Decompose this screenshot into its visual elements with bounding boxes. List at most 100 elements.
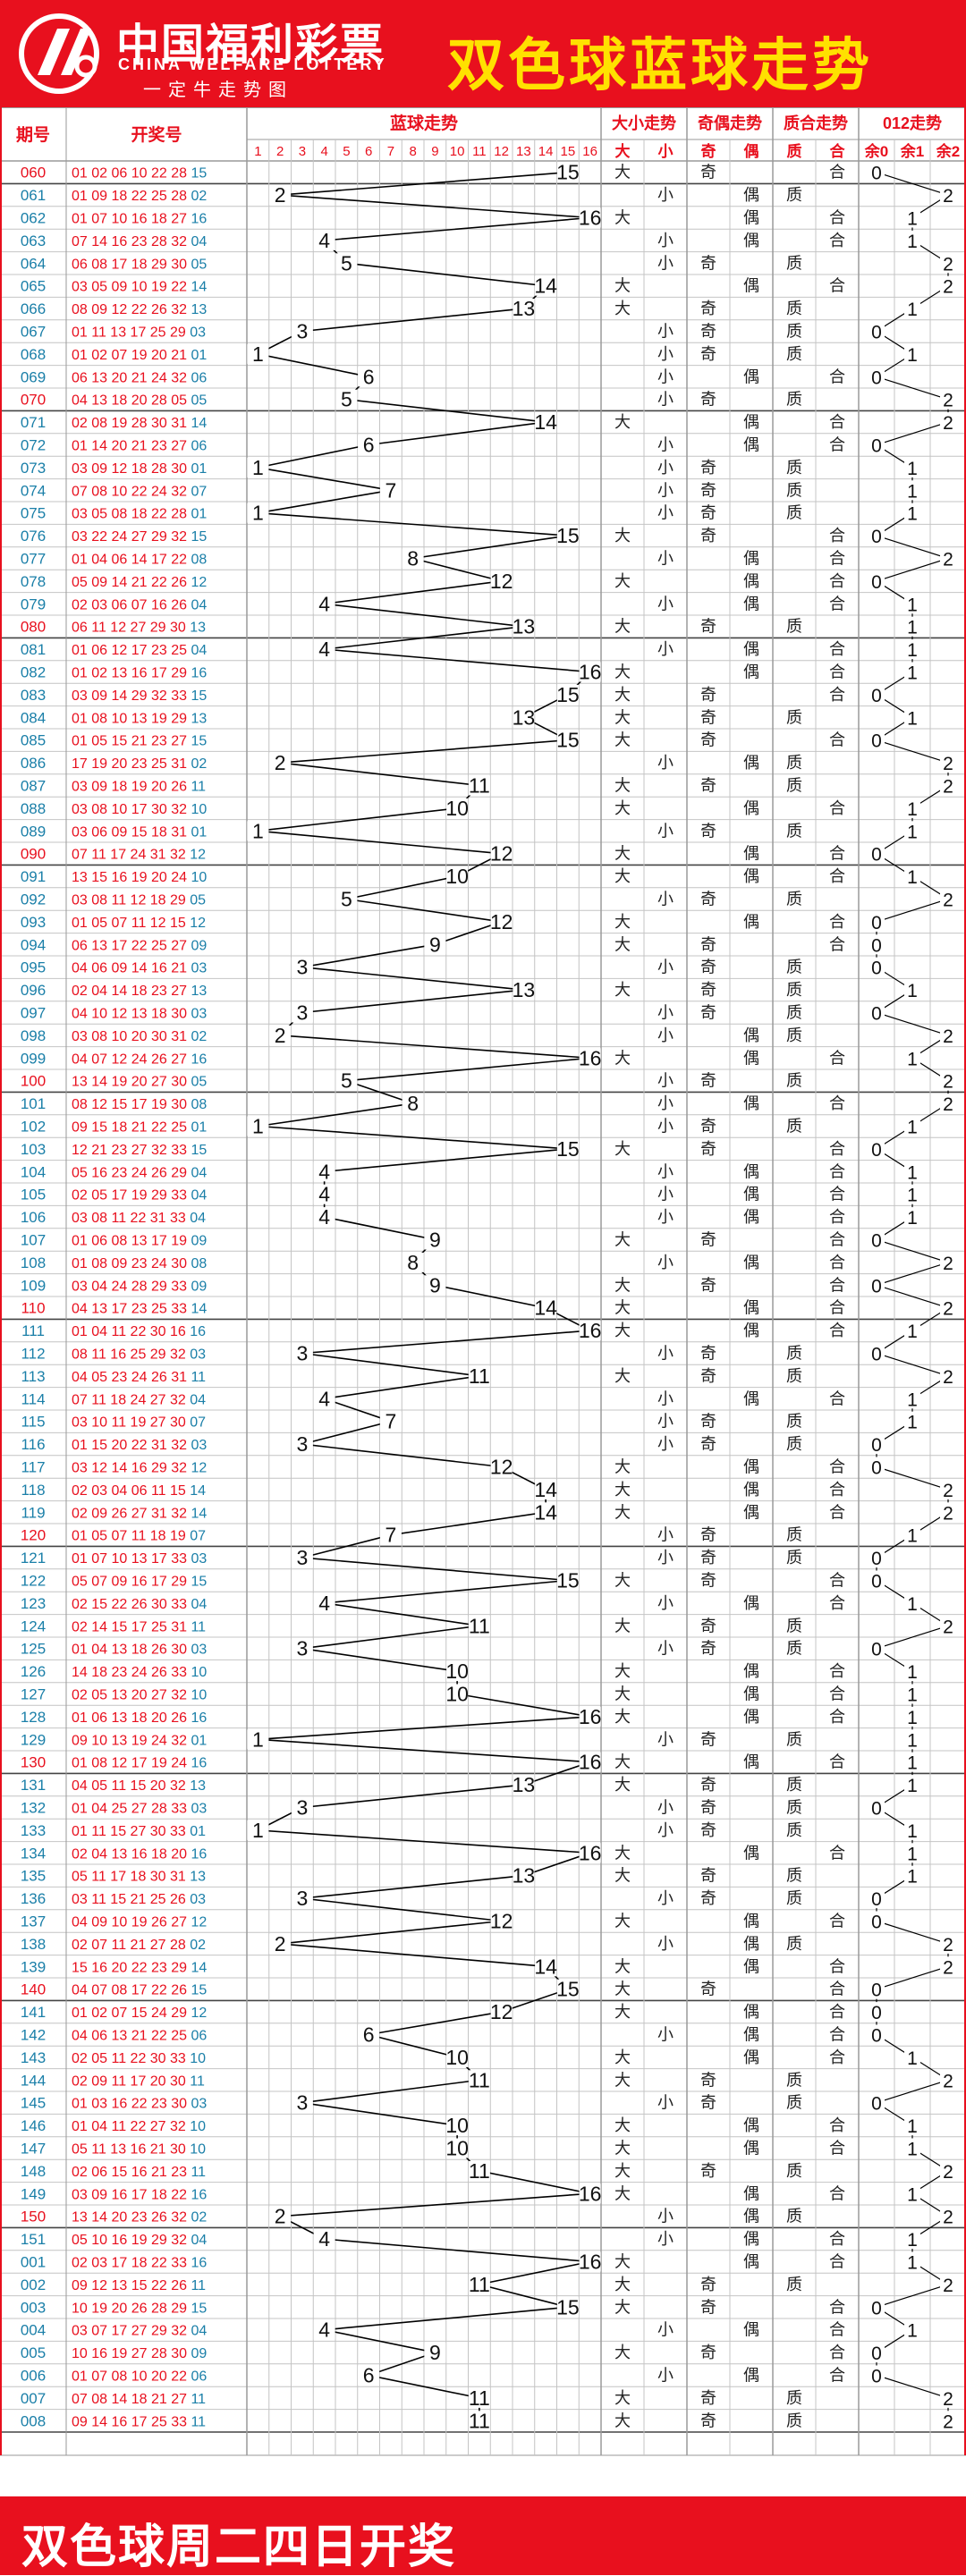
draw-numbers-cell: 08 11 16 25 29 32 03 <box>72 1347 206 1363</box>
mod3-marker: 1 <box>907 822 918 842</box>
blue-ball-marker: 16 <box>579 1751 602 1774</box>
prime-mark: 质 <box>786 1026 802 1044</box>
draw-numbers-cell: 14 18 23 24 26 33 10 <box>72 1665 207 1680</box>
size-mark: 小 <box>657 2026 674 2044</box>
draw-numbers-cell: 04 06 13 21 22 25 06 <box>72 2029 207 2044</box>
blue-ball-marker-bg <box>247 343 269 364</box>
parity-mark: 奇 <box>700 1981 716 1998</box>
period-cell: 083 <box>21 687 46 704</box>
mod3-marker: 0 <box>871 1799 882 1820</box>
mod3-marker-bg <box>869 1570 885 1591</box>
size-mark: 大 <box>614 1299 631 1317</box>
mod3-marker: 1 <box>907 2048 918 2069</box>
period-cell: 092 <box>21 891 46 908</box>
draw-numbers-cell: 01 04 11 22 30 16 16 <box>72 1324 206 1339</box>
mod3-marker: 0 <box>871 527 882 547</box>
period-cell: 067 <box>21 324 46 341</box>
draw-numbers-cell: 03 08 11 12 18 29 05 <box>72 893 206 908</box>
period-cell: 136 <box>21 1890 46 1907</box>
mod3-marker-bg <box>940 1252 956 1272</box>
period-cell: 087 <box>21 778 46 795</box>
parity-mark: 奇 <box>700 1572 716 1590</box>
size-mark: 小 <box>657 459 674 477</box>
period-cell: 107 <box>21 1232 46 1249</box>
mod3-marker-bg <box>904 480 920 501</box>
blue-ball-marker-bg <box>556 684 579 705</box>
blue-ball-marker: 4 <box>318 638 330 661</box>
mod3-marker-bg <box>869 435 885 455</box>
period-cell: 096 <box>21 982 46 999</box>
mod3-marker-bg <box>869 1275 885 1296</box>
blue-ball-marker-bg <box>446 2047 469 2067</box>
prime-mark: 质 <box>786 1640 802 1658</box>
period-cell: 119 <box>21 1504 45 1521</box>
parity-mark: 偶 <box>743 1049 759 1067</box>
prime-mark: 质 <box>786 1367 802 1385</box>
blue-tick-label: 5 <box>343 144 350 159</box>
period-cell: 112 <box>21 1346 45 1363</box>
prime-mark: 合 <box>829 2344 845 2361</box>
mod3-marker-bg <box>869 1457 885 1477</box>
prime-mark: 合 <box>829 2253 845 2271</box>
prime-mark: 质 <box>786 708 802 726</box>
blue-ball-marker: 11 <box>469 1614 490 1637</box>
blue-ball-marker: 2 <box>275 1932 286 1955</box>
size-mark: 小 <box>657 2367 674 2385</box>
prime-mark: 合 <box>829 2048 845 2066</box>
draw-numbers-cell: 01 02 06 10 22 28 15 <box>72 166 207 182</box>
blue-ball-marker: 12 <box>490 1456 513 1479</box>
parity-mark: 偶 <box>743 1662 759 1680</box>
parity-mark: 奇 <box>700 300 716 317</box>
period-cell: 064 <box>21 255 46 272</box>
size-mark: 小 <box>657 550 674 568</box>
size-mark: 大 <box>614 277 631 295</box>
prime-mark: 合 <box>829 2367 845 2385</box>
draw-numbers-cell: 02 06 15 16 21 23 11 <box>72 2165 206 2180</box>
period-cell: 003 <box>21 2299 46 2316</box>
draw-numbers-cell: 01 02 07 15 24 29 12 <box>72 2006 207 2021</box>
size-mark: 小 <box>657 2230 674 2248</box>
prime-mark: 合 <box>829 935 845 953</box>
prime-mark: 质 <box>786 1549 802 1567</box>
draw-numbers-cell: 07 11 17 24 31 32 12 <box>72 848 206 863</box>
prime-mark: 合 <box>829 1208 845 1226</box>
blue-ball-marker-bg <box>468 2387 490 2408</box>
size-mark: 大 <box>614 1572 631 1590</box>
blue-ball-marker: 10 <box>445 865 469 888</box>
size-mark: 小 <box>657 1640 674 1658</box>
draw-numbers-cell: 01 03 16 22 23 30 03 <box>72 2097 207 2112</box>
mod3-marker: 2 <box>943 413 953 434</box>
blue-ball-marker: 3 <box>296 1796 308 1820</box>
mod3-marker: 1 <box>907 232 918 252</box>
period-cell: 142 <box>21 2027 46 2044</box>
blue-ball-marker: 11 <box>469 2386 490 2410</box>
size-mark: 大 <box>614 2298 631 2316</box>
blue-ball-marker-bg <box>424 934 446 955</box>
mod3-marker-bg <box>904 1729 920 1750</box>
parity-mark: 偶 <box>743 1094 759 1112</box>
size-mark: 大 <box>614 1913 631 1930</box>
parity-mark: 偶 <box>743 2140 759 2158</box>
blue-ball-marker-bg <box>556 2297 579 2318</box>
parity-mark: 奇 <box>700 1435 716 1453</box>
mod3-marker-bg <box>869 1229 885 1250</box>
blue-ball-marker: 10 <box>445 2137 469 2160</box>
period-cell: 091 <box>21 868 46 885</box>
mod3-marker: 1 <box>907 504 918 525</box>
blue-ball-marker: 16 <box>579 1705 602 1728</box>
blue-ball-marker: 3 <box>296 1637 308 1660</box>
draw-numbers-cell: 01 07 10 13 17 33 03 <box>72 1551 207 1567</box>
size-mark: 大 <box>614 845 631 863</box>
mod3-marker-bg <box>904 1524 920 1545</box>
prime-mark: 质 <box>786 504 802 522</box>
blue-ball-marker-bg <box>358 2024 380 2045</box>
mod3-marker-bg <box>940 2070 956 2090</box>
draw-numbers-cell: 04 05 11 15 20 32 13 <box>72 1778 206 1794</box>
blue-tick-label: 3 <box>299 144 306 159</box>
mod3-marker: 2 <box>943 2389 953 2410</box>
blue-tick-label: 16 <box>582 144 597 159</box>
period-cell: 101 <box>21 1095 46 1112</box>
prime-mark: 合 <box>829 1753 845 1771</box>
mod3-marker: 2 <box>943 2208 953 2228</box>
mod3-marker: 2 <box>943 1254 953 1274</box>
